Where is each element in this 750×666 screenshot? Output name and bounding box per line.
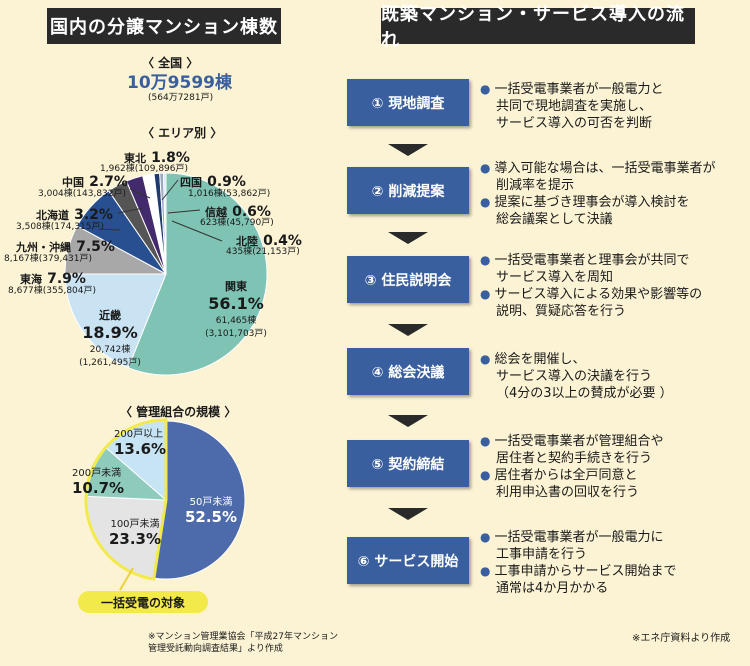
area-slice-6 [142, 173, 167, 275]
flow-arrow [388, 415, 428, 427]
step-desc-line: 共同で現地調査を実施し、 [496, 99, 653, 114]
step-desc-line: 利用申込書の回収を行う [496, 485, 640, 500]
area-slice-9 [162, 172, 167, 275]
left-title: 国内の分譲マンション棟数 [47, 8, 281, 44]
step-desc-line: （4分の3以上の賛成が必要 ） [496, 386, 673, 401]
right-title: 既築マンション・サービス導入の流れ [381, 4, 695, 51]
area-sub-tohoku: 1,962棟(109,896戸) [100, 164, 189, 174]
area-in-kinki: 近畿 18.9% 20,742棟 (1,261,495戸) [79, 309, 141, 368]
area-slice-8 [159, 172, 167, 275]
step-desc-line: ● 一括受電事業者が一般電力に [480, 530, 664, 545]
bullet-icon: ● [480, 161, 491, 175]
scale-in-200u: 200戸未満 10.7% [72, 468, 125, 497]
area-sub-hokuriku: 435棟(21,153戸) [226, 247, 300, 257]
bullet-icon: ● [480, 195, 491, 209]
bullet-icon: ● [480, 253, 491, 267]
area-label-hokuriku: 北陸 0.4% [236, 233, 302, 249]
step-desc-line: サービス導入の可否を判断 [496, 116, 653, 131]
flow-arrow [388, 232, 428, 244]
bullet-icon: ● [480, 468, 491, 482]
area-sub-shinetsu: 623棟(45,790戸) [200, 218, 274, 228]
area-label-shikoku: 四国 0.9% [180, 174, 246, 190]
step-desc-line: ● 一括受電事業者と理事会が共同で [480, 253, 690, 268]
area-sub-hokkaido: 3,508棟(174,315戸) [16, 222, 105, 232]
area-label-hokkaido: 北海道 3.2% [36, 207, 113, 223]
scale-label: 〈 管理組合の規模 〉 [120, 405, 237, 419]
step-desc-line: ● 工事申請からサービス開始まで [480, 564, 677, 579]
scale-in-100: 100戸未満 23.3% [108, 519, 162, 548]
step-desc-line: ● 導入可能な場合は、一括受電事業者が [480, 161, 716, 176]
bullet-icon: ● [480, 564, 491, 578]
step-desc-line: サービス導入の決議を行う [496, 369, 653, 384]
area-sub-tokai: 8,677棟(355,804戸) [8, 286, 97, 296]
scale-in-50: 50戸未満 52.5% [184, 497, 238, 526]
area-slice-7 [153, 172, 167, 275]
step-1-box: ① 現地調査 [347, 79, 469, 126]
step-3-desc: ● 一括受電事業者と理事会が共同でサービス導入を周知 ● サービス導入による効果や影響… [480, 252, 745, 320]
area-sub-chugoku: 3,004棟(143,832戸) [38, 189, 127, 199]
area-label-shinetsu: 信越 0.6% [205, 204, 271, 220]
step-5-box: ⑤ 契約締結 [347, 440, 469, 487]
step-1-desc: ● 一括受電事業者が一般電力と 共同で現地調査を実施し、 サービス導入の可否を判断 [480, 81, 745, 132]
step-3-box: ③ 住民説明会 [347, 256, 469, 303]
step-6-box: ⑥ サービス開始 [347, 537, 469, 584]
bullet-icon: ● [480, 82, 491, 96]
step-desc-line: ● 一括受電事業者が一般電力と [480, 82, 664, 97]
area-sub-shikoku: 1,016棟(53,862戸) [188, 189, 271, 199]
step-desc-line: 通常は4か月かかる [496, 581, 609, 596]
flow-arrow [388, 144, 428, 156]
national-units: (564万7281戸) [148, 93, 214, 103]
step-desc-line: サービス導入を周知 [496, 270, 614, 285]
area-label-chugoku: 中国 2.7% [62, 174, 128, 190]
area-in-kanto: 関東 56.1% 61,465棟 (3,101,703戸) [205, 280, 267, 339]
step-desc-line: ● サービス導入による効果や影響等の [480, 287, 703, 302]
step-desc-line: 総会議案として決議 [496, 212, 613, 227]
step-6-desc: ● 一括受電事業者が一般電力に工事申請を行う ● 工事申請からサービス開始まで通常は4… [480, 529, 745, 597]
area-label: 〈 エリア別 〉 [142, 126, 223, 140]
step-desc-line: ● 一括受電事業者が管理組合や [480, 434, 664, 449]
step-desc-line: 説明、質疑応答を行う [496, 304, 627, 319]
step-desc-line: 工事申請を行う [496, 547, 588, 562]
step-desc-line: ● 総会を開催し、 [480, 352, 586, 367]
bullet-icon: ● [480, 287, 491, 301]
scale-in-200o: 200戸以上 13.6% [114, 429, 167, 458]
step-5-desc: ● 一括受電事業者が管理組合や 居住者と契約手続きを行う ● 居住者からは全戸同意と利用… [480, 433, 745, 501]
bullet-icon: ● [480, 530, 491, 544]
area-label-tokai: 東海 7.9% [20, 271, 86, 287]
step-desc-line: 削減率を提示 [496, 178, 575, 193]
national-buildings: 10万9599棟 [127, 73, 232, 93]
flow-arrow [388, 508, 428, 520]
step-2-box: ② 削減提案 [347, 167, 469, 214]
target-label: 一括受電の対象 [78, 591, 208, 613]
step-4-box: ④ 総会決議 [347, 348, 469, 395]
source-left: ※マンション管理業協会「平成27年マンション 管理受託動向調査結果」より作成 [148, 632, 338, 654]
step-desc-line: ● 提案に基づき理事会が導入検討を [480, 195, 690, 210]
bullet-icon: ● [480, 352, 491, 366]
source-right: ※エネ庁資料より作成 [632, 633, 731, 644]
area-label-kyushu: 九州・沖縄 7.5% [16, 239, 115, 255]
area-slice-5 [125, 175, 167, 275]
step-2-desc: ● 導入可能な場合は、一括受電事業者が削減率を提示 ● 提案に基づき理事会が導入検討を… [480, 160, 745, 228]
flow-arrow [388, 324, 428, 336]
national-label: 〈 全国 〉 [142, 56, 199, 70]
step-desc-line: 居住者と契約手続きを行う [496, 451, 653, 466]
step-desc-line: ● 居住者からは全戸同意と [480, 468, 638, 483]
area-sub-kyushu: 8,167棟(379,431戸) [4, 254, 93, 264]
area-label-tohoku: 東北 1.8% [124, 150, 190, 166]
step-4-desc: ● 総会を開催し、サービス導入の決議を行う （4分の3以上の賛成が必要 ） [480, 351, 745, 402]
bullet-icon: ● [480, 434, 491, 448]
